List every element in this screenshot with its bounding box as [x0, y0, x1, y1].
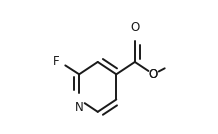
Text: F: F: [53, 55, 59, 68]
Text: O: O: [130, 21, 140, 34]
Text: O: O: [149, 68, 158, 81]
Text: O: O: [149, 68, 158, 81]
Text: N: N: [75, 101, 83, 114]
